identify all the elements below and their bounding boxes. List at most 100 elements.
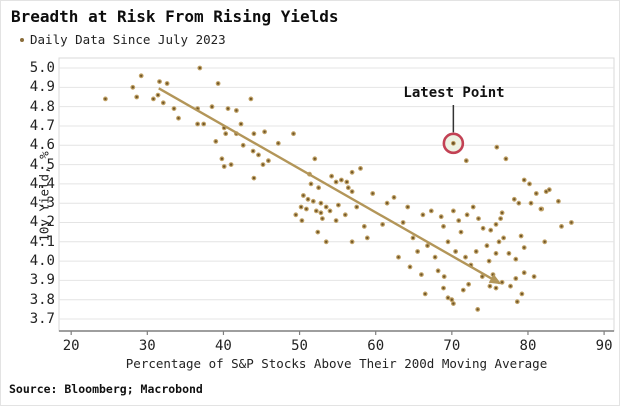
data-point (508, 283, 513, 289)
data-point (320, 216, 325, 222)
data-point (559, 223, 564, 229)
y-tick-label: 4.3 (29, 195, 55, 212)
data-point (305, 196, 311, 202)
data-point (514, 299, 520, 305)
data-point (150, 96, 156, 102)
data-point (312, 156, 318, 162)
bullet-icon (20, 37, 24, 42)
data-point (134, 94, 140, 100)
y-tick-label: 4.4 (29, 175, 55, 192)
data-point (521, 270, 527, 276)
data-point (473, 249, 479, 254)
chart-title: Breadth at Risk From Rising Yields (11, 7, 339, 26)
data-point (349, 189, 355, 195)
data-point (262, 129, 268, 135)
data-point (221, 164, 227, 169)
data-point (410, 235, 416, 241)
data-point (370, 191, 376, 196)
data-point (171, 106, 177, 111)
data-point (445, 295, 451, 301)
data-point (308, 181, 314, 187)
x-tick-label: 50 (291, 338, 308, 354)
data-point (310, 198, 316, 204)
data-point (479, 274, 485, 280)
x-tick-label: 70 (443, 338, 461, 354)
data-point (449, 297, 455, 303)
data-point (316, 185, 322, 191)
data-point (451, 301, 456, 307)
data-point (460, 287, 466, 293)
data-point (470, 204, 476, 210)
data-point (518, 233, 524, 239)
data-point (400, 220, 406, 225)
data-point (484, 243, 490, 249)
data-point (364, 235, 370, 241)
data-point (339, 177, 344, 183)
data-point (521, 177, 527, 183)
data-point (195, 121, 201, 127)
data-point (464, 212, 470, 218)
data-point (329, 173, 335, 179)
x-tick-label: 40 (215, 338, 232, 354)
data-point (475, 307, 481, 312)
x-tick-label: 90 (595, 338, 613, 354)
data-point (323, 239, 329, 245)
data-point (223, 131, 229, 137)
data-point (501, 235, 507, 241)
y-tick-label: 3.7 (29, 311, 55, 328)
data-point (415, 249, 421, 254)
y-axis-label: 10y Yield, % (36, 151, 52, 242)
data-point (538, 206, 544, 212)
chart-subtitle: Daily Data Since July 2023 (30, 32, 226, 47)
latest-point-dot (450, 140, 456, 146)
data-point (546, 187, 552, 193)
data-point (266, 158, 271, 164)
data-point (213, 138, 219, 144)
data-point (225, 106, 231, 111)
data-point (313, 208, 319, 214)
data-point (275, 140, 281, 146)
data-point (361, 223, 367, 229)
data-point (333, 218, 339, 224)
data-point (521, 245, 527, 251)
data-point (238, 121, 244, 127)
data-point (240, 142, 246, 148)
data-point (445, 239, 451, 245)
data-point (493, 250, 499, 256)
data-point (407, 264, 413, 270)
data-point (342, 212, 348, 218)
y-tick-label: 4.7 (29, 117, 55, 134)
data-point (349, 239, 355, 245)
data-point (513, 256, 519, 262)
data-point (569, 220, 574, 225)
data-point (531, 274, 537, 280)
data-point (493, 285, 499, 291)
data-point (251, 131, 257, 137)
data-point (301, 193, 306, 198)
y-tick-label: 4.9 (29, 79, 55, 96)
data-point (511, 196, 517, 202)
data-point (463, 254, 468, 260)
data-point (291, 131, 296, 137)
data-point (251, 175, 257, 181)
data-point (138, 73, 144, 79)
x-tick-label: 30 (138, 338, 156, 354)
data-point (349, 169, 355, 175)
y-tick-label: 4.1 (29, 233, 55, 250)
data-point (438, 214, 444, 220)
y-tick-label: 3.9 (29, 272, 55, 289)
data-point (315, 229, 321, 235)
data-point (556, 198, 561, 204)
data-point (197, 65, 203, 71)
data-point (333, 179, 339, 185)
data-point (432, 254, 438, 260)
data-point (519, 291, 525, 297)
data-point (304, 206, 309, 212)
data-point (490, 272, 496, 278)
data-point (441, 223, 446, 229)
data-point (488, 227, 494, 233)
data-point (466, 281, 472, 287)
data-point (498, 216, 504, 222)
